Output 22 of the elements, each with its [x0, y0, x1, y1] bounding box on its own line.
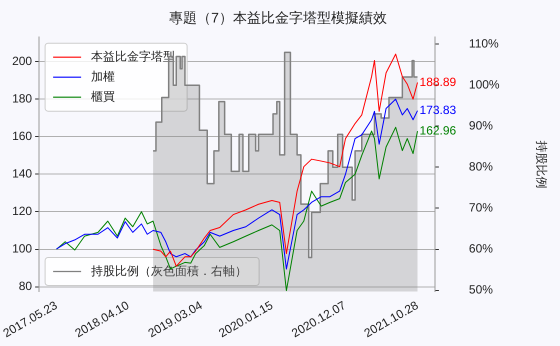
- y-tick-label: 200: [12, 54, 32, 68]
- y2-tick-label: 70%: [468, 200, 494, 215]
- y-tick-label: 160: [12, 128, 32, 143]
- y2-tick-label: 90%: [468, 118, 494, 133]
- chart-title: 專題（7）本益比金字塔型模擬績效: [169, 10, 387, 26]
- y2-tick-label: 60%: [468, 242, 494, 256]
- y-tick-label: 180: [12, 91, 32, 106]
- y2-tick-label: 100%: [468, 78, 500, 92]
- y-tick-label: 80: [18, 279, 32, 294]
- legend-label: 櫃買: [91, 90, 116, 104]
- data-label: 162.96: [420, 123, 457, 138]
- y2-axis-title: 持股比例: [534, 140, 548, 188]
- y-tick-label: 120: [12, 204, 32, 218]
- y2-tick-label: 110%: [468, 36, 500, 50]
- data-label: 173.83: [420, 103, 457, 118]
- y2-tick-label: 80%: [468, 160, 494, 174]
- y-tick-label: 140: [12, 166, 32, 181]
- y2-tick-label: 50%: [468, 282, 494, 297]
- data-label: 188.89: [420, 74, 457, 89]
- legend-label: 持股比例（灰色面積．右軸）: [91, 264, 248, 278]
- y-tick-label: 100: [12, 242, 32, 256]
- legend-label: 加權: [91, 70, 116, 84]
